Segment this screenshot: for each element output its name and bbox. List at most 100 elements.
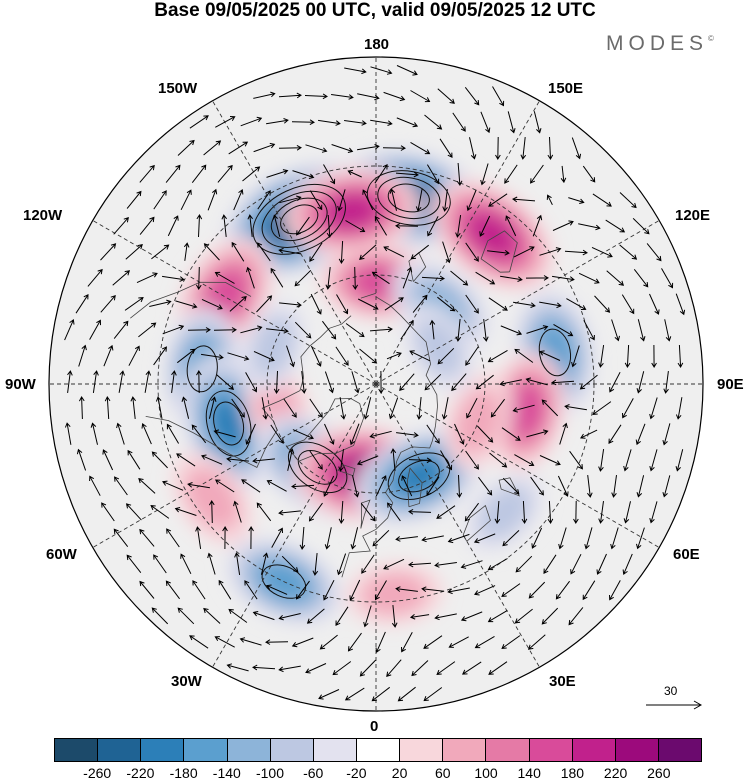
- wind-vector: [555, 580, 570, 600]
- wind-vector: [177, 607, 195, 625]
- wind-vector: [649, 501, 658, 524]
- wind-vector: [195, 526, 202, 549]
- wind-vector: [375, 475, 387, 497]
- wind-vector: [622, 553, 633, 575]
- wind-vector: [489, 452, 508, 468]
- wind-vector: [201, 353, 224, 360]
- wind-vector: [487, 349, 508, 363]
- wind-vector: [323, 579, 335, 601]
- meridian-label-180: 180: [364, 36, 390, 53]
- colorbar-swatch: [356, 739, 401, 761]
- brand-logo: MODES©: [606, 32, 714, 56]
- wind-vector: [427, 216, 439, 237]
- meridian-label-120w: 120W: [23, 207, 63, 224]
- wind-vector: [278, 509, 301, 516]
- wind-vector: [501, 427, 521, 441]
- wind-vector: [410, 141, 431, 155]
- reference-vector-arrow: [646, 700, 703, 710]
- anomaly-contour: [252, 183, 346, 255]
- wind-vector: [374, 215, 388, 236]
- wind-vector: [112, 270, 131, 286]
- wind-vector: [181, 396, 190, 419]
- wind-vector: [201, 298, 223, 310]
- wind-vector: [421, 275, 445, 282]
- wind-vector: [637, 319, 646, 342]
- colorbar-swatch: [141, 739, 185, 761]
- anomaly-contour: [205, 390, 252, 457]
- anomaly-fill: [470, 215, 515, 256]
- wind-vector: [568, 607, 584, 626]
- wind-vector: [557, 475, 569, 497]
- wind-vector: [632, 217, 650, 235]
- wind-vector: [187, 327, 211, 333]
- wind-vector: [151, 451, 168, 469]
- wind-vector: [609, 580, 621, 601]
- colorbar-tick-label: -220: [126, 765, 155, 781]
- wind-vector: [363, 605, 372, 628]
- anomaly-contours: [186, 170, 572, 599]
- wind-vector: [344, 120, 367, 126]
- wind-vector: [400, 320, 414, 340]
- wind-vector: [592, 193, 612, 207]
- wind-vector: [89, 319, 101, 340]
- wind-vector: [241, 479, 261, 493]
- wind-vector: [395, 223, 419, 229]
- wind-vector: [266, 328, 289, 334]
- wind-vector: [322, 320, 337, 340]
- wind-vector: [483, 319, 489, 342]
- wind-vector: [242, 166, 261, 182]
- wind-vector: [113, 320, 129, 339]
- wind-vector: [331, 144, 354, 153]
- wind-vector: [286, 345, 295, 368]
- wind-vector: [661, 268, 674, 289]
- wind-vector: [450, 270, 469, 286]
- wind-vector: [383, 91, 406, 102]
- wind-vector: [389, 188, 397, 211]
- anomaly-fill: [361, 572, 428, 616]
- wind-vector: [89, 475, 101, 496]
- wind-vector: [530, 476, 544, 496]
- wind-vector: [240, 325, 263, 334]
- wind-vector: [360, 502, 376, 522]
- wind-vector: [390, 448, 397, 471]
- wind-vector: [150, 505, 170, 519]
- wind-vector: [345, 220, 366, 233]
- wind-vector: [207, 552, 216, 575]
- wind-vector: [371, 686, 391, 702]
- wind-vector: [162, 275, 185, 282]
- wind-vector: [386, 659, 402, 678]
- wind-vector: [421, 586, 444, 592]
- wind-vector: [442, 241, 451, 264]
- wind-vector: [473, 533, 496, 544]
- wind-vector: [596, 553, 607, 575]
- wind-vector: [502, 530, 520, 547]
- colorbar: [54, 738, 702, 762]
- wind-vector: [532, 214, 543, 237]
- wind-vector: [335, 606, 349, 627]
- colorbar-tick-labels: -260 -220 -180 -140 -100 -60 -20 20 60 100 140 180 2…: [54, 765, 702, 783]
- wind-vector: [464, 502, 479, 522]
- wind-vector: [547, 500, 554, 524]
- wind-vector: [336, 553, 347, 576]
- wind-vector: [351, 371, 360, 394]
- wind-vector: [294, 269, 312, 287]
- wind-vector: [370, 119, 393, 126]
- wind-vector: [335, 346, 349, 366]
- wind-vector: [621, 294, 635, 315]
- wind-vector: [455, 215, 462, 238]
- wind-vector: [292, 170, 315, 179]
- wind-vector: [543, 554, 557, 575]
- colorbar-tick-label: 60: [435, 765, 451, 781]
- wind-vector: [153, 554, 167, 574]
- anomaly-fill: [185, 467, 240, 530]
- wind-vector: [592, 401, 612, 415]
- wind-vector: [127, 449, 141, 470]
- wind-vector: [571, 137, 582, 160]
- colorbar-tick-label: -100: [255, 765, 285, 781]
- wind-vector: [598, 345, 605, 368]
- wind-vector: [165, 164, 181, 183]
- wind-vector: [387, 502, 401, 522]
- wind-vector: [248, 526, 254, 550]
- wind-vector: [76, 448, 87, 471]
- colorbar-swatch: [227, 739, 271, 761]
